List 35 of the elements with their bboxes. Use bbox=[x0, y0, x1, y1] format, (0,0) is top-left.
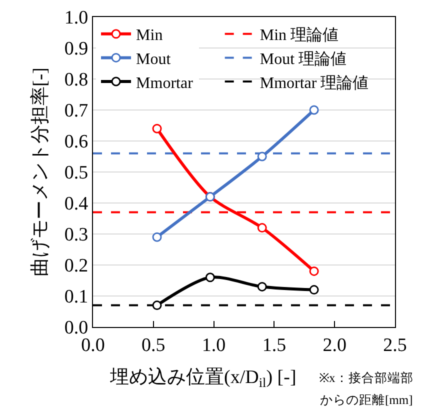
y-tick-label: 1.0 bbox=[64, 8, 88, 29]
y-tick-label: 0.3 bbox=[64, 224, 88, 246]
point bbox=[309, 105, 319, 115]
legend-label: Mmortar 理論値 bbox=[260, 74, 369, 92]
point bbox=[309, 285, 319, 295]
x-tick-label: 2.0 bbox=[322, 334, 346, 356]
point bbox=[152, 232, 162, 242]
legend-label: Min bbox=[136, 27, 163, 44]
legend-label: Min 理論値 bbox=[260, 26, 339, 44]
text: ※x：接合部端部 bbox=[319, 371, 414, 385]
point bbox=[257, 152, 267, 162]
point bbox=[257, 282, 267, 292]
text: からの距離[mm] bbox=[320, 393, 413, 407]
point bbox=[152, 124, 162, 134]
y-tick-label: 0.4 bbox=[64, 194, 89, 215]
y-tick-label: 0.5 bbox=[64, 162, 88, 184]
y-tick-label: 0.6 bbox=[64, 132, 88, 153]
x-tick-label: 0.5 bbox=[142, 334, 166, 356]
legend-label: Mout bbox=[136, 50, 172, 68]
x-axis-title: 埋め込み位置(x/D$_{il}$) [-] bbox=[109, 367, 296, 390]
point bbox=[152, 300, 162, 310]
legend-label: Mout 理論値 bbox=[260, 50, 347, 68]
x-tick-label: 2.5 bbox=[383, 334, 407, 356]
x-tick-label: 1.5 bbox=[262, 334, 286, 356]
point bbox=[309, 266, 319, 276]
legend-label: Mmortar bbox=[136, 74, 194, 92]
y-tick-label: 0.9 bbox=[64, 38, 88, 60]
point bbox=[257, 223, 267, 233]
y-tick-label: 0.7 bbox=[64, 100, 88, 122]
x-tick-label: 1.0 bbox=[202, 334, 226, 356]
y-tick-label: 0.2 bbox=[64, 256, 88, 277]
y-tick-label: 0.8 bbox=[64, 70, 88, 91]
y-tick-label: 0.1 bbox=[64, 286, 88, 308]
y-axis-title: 曲げモーメント分担率[-] bbox=[29, 68, 52, 276]
point bbox=[205, 272, 215, 282]
